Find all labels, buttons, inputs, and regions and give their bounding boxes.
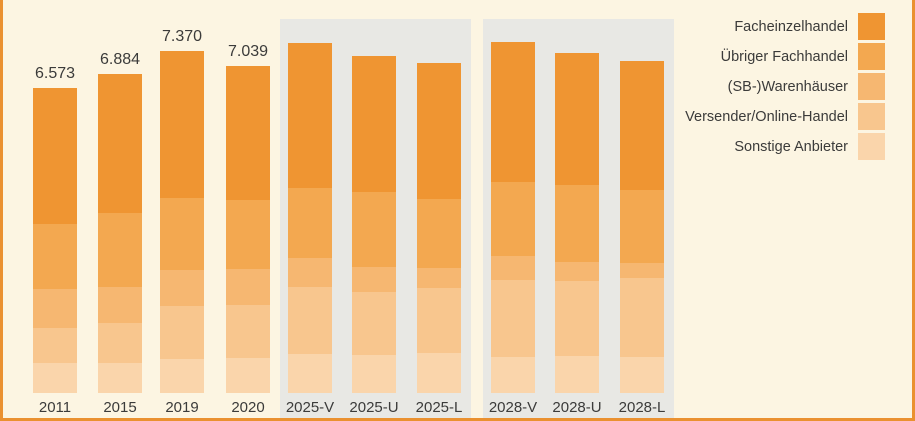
bar-2025-L-segment-2 <box>417 199 461 269</box>
axis-label-2025-V: 2025-V <box>285 399 335 416</box>
bar-total-label-2015: 6.884 <box>99 51 141 68</box>
bar-2025-V-segment-2 <box>288 188 332 259</box>
bar-2028-L-segment-3 <box>620 262 664 278</box>
legend-label-1: Facheinzelhandel <box>734 18 848 35</box>
bar-2011-segment-5 <box>33 362 77 393</box>
bar-total-label-2019: 7.370 <box>161 28 203 45</box>
bar-2020 <box>226 66 270 393</box>
bar-2020-segment-2 <box>226 200 270 269</box>
legend-swatch-icon <box>858 43 885 70</box>
bar-2011-segment-4 <box>33 327 77 363</box>
bar-total-label-2011: 6.573 <box>34 65 76 82</box>
legend-swatch-icon <box>858 103 885 130</box>
bar-2020-segment-4 <box>226 305 270 358</box>
bar-2025-L-segment-1 <box>417 63 461 200</box>
bar-2028-V-segment-1 <box>491 42 535 183</box>
bar-2028-V <box>491 42 535 393</box>
legend-label-4: Versender/Online-Handel <box>685 108 848 125</box>
bar-2019-segment-5 <box>160 359 204 393</box>
bar-2025-V-segment-3 <box>288 258 332 287</box>
axis-label-2025-U: 2025-U <box>349 399 399 416</box>
bar-2025-L-segment-3 <box>417 268 461 289</box>
bar-2020-segment-1 <box>226 66 270 201</box>
chart-legend: Facheinzelhandel Übriger Fachhandel (SB-)W… <box>685 13 885 160</box>
bar-2015-segment-4 <box>98 322 142 363</box>
axis-label-2015: 2015 <box>103 399 137 416</box>
bar-2028-U-segment-2 <box>555 185 599 262</box>
bar-2028-L-segment-5 <box>620 356 664 393</box>
bar-2019-segment-1 <box>160 51 204 198</box>
axis-label-2011: 2011 <box>38 399 72 416</box>
axis-label-2028-L: 2028-L <box>618 399 666 416</box>
bar-2025-L-segment-5 <box>417 353 461 393</box>
bar-2025-U <box>352 56 396 393</box>
bar-2028-U-segment-5 <box>555 355 599 393</box>
axis-label-2028-U: 2028-U <box>552 399 602 416</box>
bar-2015 <box>98 74 142 393</box>
bar-2011-segment-1 <box>33 88 77 224</box>
legend-row-1: Facheinzelhandel <box>685 13 885 40</box>
bar-2011-segment-3 <box>33 289 77 328</box>
bar-2028-U <box>555 53 599 393</box>
bar-2020-segment-5 <box>226 358 270 393</box>
legend-swatch-icon <box>858 133 885 160</box>
bar-2028-V-segment-4 <box>491 279 535 357</box>
legend-label-5: Sonstige Anbieter <box>734 138 848 155</box>
bar-2028-U-segment-1 <box>555 53 599 186</box>
bar-2019-segment-4 <box>160 306 204 359</box>
bar-2015-segment-2 <box>98 213 142 287</box>
legend-swatch-icon <box>858 73 885 100</box>
legend-swatch-icon <box>858 13 885 40</box>
bar-2025-L-segment-4 <box>417 288 461 354</box>
axis-label-2020: 2020 <box>231 399 265 416</box>
legend-label-2: Übriger Fachhandel <box>720 48 848 65</box>
bar-2028-L <box>620 61 664 393</box>
bar-2028-U-segment-3 <box>555 261 599 281</box>
bar-2025-U-segment-3 <box>352 266 396 292</box>
bar-2028-L-segment-1 <box>620 61 664 191</box>
bar-2015-segment-1 <box>98 74 142 214</box>
bar-2020-segment-3 <box>226 269 270 305</box>
legend-label-3: (SB-)Warenhäuser <box>727 78 848 95</box>
bar-2025-V-segment-4 <box>288 286 332 354</box>
bar-2028-L-segment-2 <box>620 190 664 263</box>
bar-2025-L <box>417 63 461 393</box>
bar-2011-segment-2 <box>33 223 77 290</box>
bar-2025-U-segment-2 <box>352 192 396 267</box>
bar-2025-V-segment-5 <box>288 353 332 393</box>
bar-2019-segment-3 <box>160 270 204 307</box>
bar-2015-segment-5 <box>98 362 142 393</box>
legend-row-5: Sonstige Anbieter <box>685 133 885 160</box>
axis-label-2019: 2019 <box>165 399 199 416</box>
bar-2025-U-segment-4 <box>352 291 396 355</box>
bar-2025-U-segment-1 <box>352 56 396 193</box>
bar-2028-U-segment-4 <box>555 280 599 356</box>
bar-2025-U-segment-5 <box>352 354 396 393</box>
bar-2028-V-segment-2 <box>491 182 535 256</box>
bar-total-label-2020: 7.039 <box>227 43 269 60</box>
bar-2028-L-segment-4 <box>620 277 664 357</box>
bar-2015-segment-3 <box>98 286 142 323</box>
bar-2025-V-segment-1 <box>288 43 332 189</box>
bar-2019-segment-2 <box>160 198 204 271</box>
legend-row-2: Übriger Fachhandel <box>685 43 885 70</box>
axis-label-2025-L: 2025-L <box>415 399 463 416</box>
bar-2028-V-segment-5 <box>491 356 535 393</box>
bar-2028-V-segment-3 <box>491 255 535 280</box>
bar-2019 <box>160 51 204 393</box>
legend-row-4: Versender/Online-Handel <box>685 103 885 130</box>
axis-label-2028-V: 2028-V <box>488 399 538 416</box>
bar-2025-V <box>288 43 332 393</box>
bar-2011 <box>33 88 77 393</box>
legend-row-3: (SB-)Warenhäuser <box>685 73 885 100</box>
